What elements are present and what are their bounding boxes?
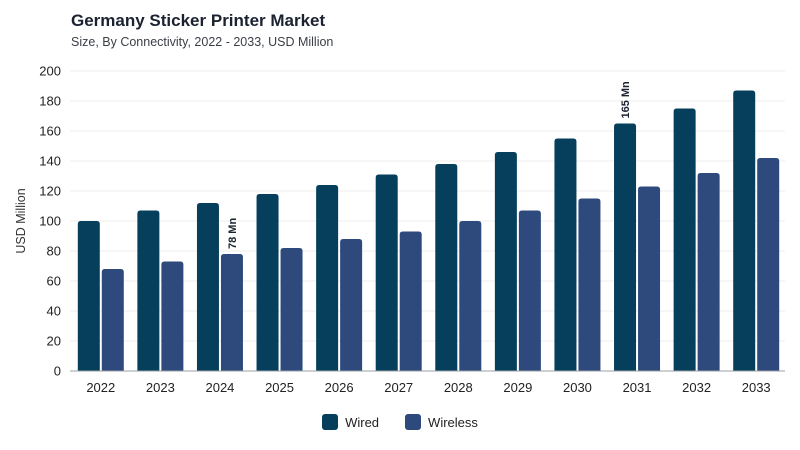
data-label-annotation: 165 Mn — [620, 81, 632, 119]
legend-swatch-wireless — [405, 414, 422, 430]
x-tick-label: 2030 — [563, 380, 592, 395]
bars — [77, 90, 780, 372]
legend-item-wired[interactable]: Wired — [322, 414, 379, 430]
x-tick-label: 2029 — [503, 380, 532, 395]
legend-item-wireless[interactable]: Wireless — [405, 414, 478, 430]
y-tick-label: 100 — [39, 214, 61, 229]
bar-wired-2030[interactable] — [554, 138, 577, 372]
bar-wired-2023[interactable] — [137, 210, 160, 372]
y-tick-label: 180 — [39, 94, 61, 109]
bar-wireless-2022[interactable] — [101, 269, 124, 371]
bar-wireless-2029[interactable] — [518, 210, 541, 372]
y-tick-label: 160 — [39, 124, 61, 139]
x-tick-label: 2028 — [444, 380, 473, 395]
bar-wireless-2030[interactable] — [578, 198, 601, 372]
x-tick-label: 2025 — [265, 380, 294, 395]
bar-wired-2022[interactable] — [77, 221, 100, 371]
y-tick-label: 140 — [39, 154, 61, 169]
bar-wired-2024[interactable] — [196, 203, 219, 371]
y-tick-label: 120 — [39, 184, 61, 199]
x-tick-label: 2022 — [86, 380, 115, 395]
y-tick-label: 40 — [47, 304, 61, 319]
y-tick-label: 80 — [47, 244, 61, 259]
y-tick-label: 200 — [39, 64, 61, 79]
y-axis-ticks: 0 20 40 60 80 100 120 140 160 180 200 — [39, 64, 61, 379]
x-axis-ticks: 2022 2023 2024 2025 2026 2027 2028 2029 2030 2031… — [86, 380, 770, 395]
bar-wireless-2031[interactable] — [638, 186, 661, 372]
bar-wired-2027[interactable] — [375, 174, 398, 372]
annotations: 78 Mn 165 Mn — [227, 81, 632, 249]
x-tick-label: 2032 — [682, 380, 711, 395]
chart-title: Germany Sticker Printer Market — [71, 11, 326, 30]
bar-wireless-2028[interactable] — [459, 221, 482, 371]
y-tick-label: 0 — [54, 364, 61, 379]
bar-wired-2026[interactable] — [316, 185, 339, 371]
bar-wireless-2023[interactable] — [161, 261, 184, 372]
bar-wireless-2027[interactable] — [399, 231, 422, 372]
chart-subtitle: Size, By Connectivity, 2022 - 2033, USD … — [71, 35, 334, 49]
legend-label-wired: Wired — [345, 414, 380, 430]
bar-wireless-2025[interactable] — [280, 248, 303, 371]
bar-wireless-2032[interactable] — [697, 173, 720, 371]
bar-wired-2025[interactable] — [256, 194, 279, 371]
x-tick-label: 2026 — [325, 380, 354, 395]
data-label-annotation: 78 Mn — [227, 218, 239, 249]
legend-swatch-wired — [322, 414, 339, 430]
y-tick-label: 20 — [47, 334, 61, 349]
y-tick-label: 60 — [47, 274, 61, 289]
bar-wireless-2033[interactable] — [757, 158, 780, 371]
bar-wired-2033[interactable] — [733, 90, 756, 372]
y-axis-label: USD Million — [14, 188, 28, 253]
x-tick-label: 2031 — [623, 380, 652, 395]
bar-wired-2028[interactable] — [435, 164, 458, 371]
bar-wired-2029[interactable] — [494, 152, 517, 371]
gridlines — [70, 70, 785, 342]
legend: Wired Wireless — [0, 414, 800, 430]
x-tick-label: 2033 — [742, 380, 771, 395]
bar-wireless-2024[interactable] — [220, 254, 243, 371]
x-tick-label: 2023 — [146, 380, 175, 395]
legend-label-wireless: Wireless — [428, 414, 478, 430]
bar-wired-2031[interactable] — [614, 123, 637, 372]
bar-wireless-2026[interactable] — [340, 239, 363, 371]
x-tick-label: 2027 — [384, 380, 413, 395]
bar-wired-2032[interactable] — [673, 108, 696, 372]
x-tick-label: 2024 — [205, 380, 234, 395]
